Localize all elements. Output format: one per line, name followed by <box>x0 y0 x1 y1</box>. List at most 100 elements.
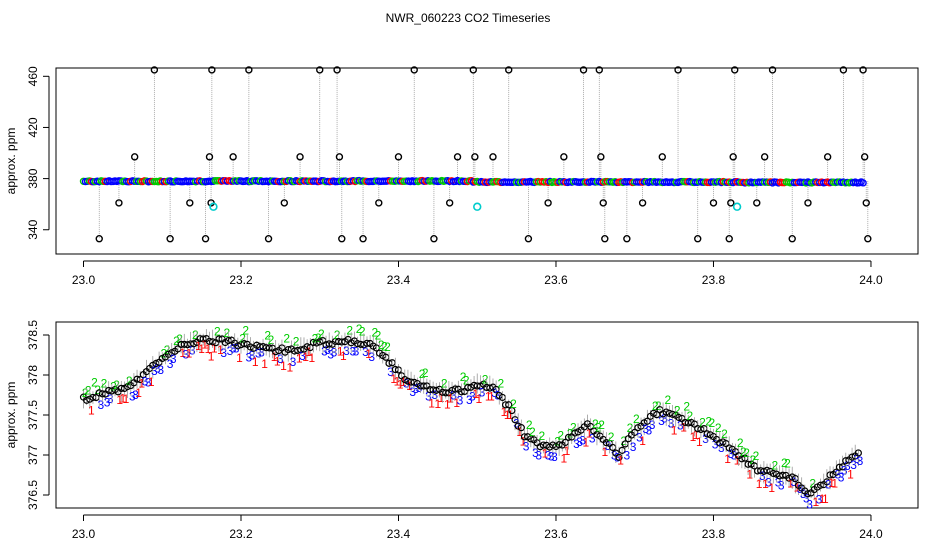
sample-marker: 1 <box>847 467 854 481</box>
sample-marker: 2 <box>173 334 180 348</box>
sample-marker: 3 <box>409 385 416 399</box>
sample-marker: 2 <box>567 426 574 440</box>
spike-point <box>410 66 418 74</box>
sample-marker: 3 <box>97 398 104 412</box>
sample-marker: 1 <box>516 425 523 439</box>
sample-marker: 1 <box>586 427 593 441</box>
sample-marker: 3 <box>170 352 177 366</box>
spike-point <box>150 66 159 74</box>
spike-point <box>804 199 812 207</box>
spike-point <box>694 235 702 243</box>
cyan-point <box>209 202 218 211</box>
sample-marker: 2 <box>422 366 429 380</box>
sample-marker: 1 <box>734 454 741 468</box>
sample-marker: 3 <box>349 345 356 359</box>
spike-point <box>788 235 796 243</box>
spike-point <box>453 153 462 161</box>
x-tick-label: 23.6 <box>544 273 568 287</box>
spike-point <box>95 235 103 243</box>
x-tick-label: 24.0 <box>859 527 883 540</box>
spike-point <box>335 153 344 161</box>
sample-marker: 3 <box>255 346 262 360</box>
sample-marker: 1 <box>211 341 218 355</box>
sample-marker: 2 <box>655 399 662 413</box>
y-tick-label: 420 <box>26 117 40 137</box>
sample-marker: 1 <box>819 492 826 506</box>
sample-marker: 3 <box>246 350 253 364</box>
sample-marker: 1 <box>296 352 303 366</box>
sample-marker: 2 <box>463 374 470 388</box>
sample-marker: 1 <box>274 354 281 368</box>
sample-marker: 1 <box>724 452 731 466</box>
sample-marker: 2 <box>652 399 659 413</box>
spike-point <box>338 235 346 243</box>
top-data-layer <box>79 66 872 243</box>
sample-marker: 3 <box>712 438 719 452</box>
spike-point <box>623 235 631 243</box>
sample-marker: 1 <box>438 391 445 405</box>
x-tick-label: 23.0 <box>72 527 96 540</box>
sample-marker: 3 <box>299 349 306 363</box>
spike-point <box>760 153 769 161</box>
sample-marker: 2 <box>809 476 816 490</box>
sample-marker: 1 <box>501 405 508 419</box>
sample-marker: 1 <box>444 398 451 412</box>
sample-marker: 3 <box>107 392 114 406</box>
top-x-axis: 23.0 23.2 23.4 23.6 23.8 24.0 <box>72 260 883 287</box>
sample-marker: 2 <box>160 347 167 361</box>
sample-marker: 2 <box>164 343 171 357</box>
sample-marker: 3 <box>412 382 419 396</box>
spike-point <box>430 235 438 243</box>
sample-marker: 1 <box>286 361 293 375</box>
sample-marker: 2 <box>460 370 467 384</box>
sample-marker: 2 <box>674 403 681 417</box>
sample-marker: 1 <box>271 350 278 364</box>
spike-point <box>229 153 237 161</box>
sample-marker: 1 <box>504 408 511 422</box>
sample-marker: 1 <box>813 495 820 509</box>
sample-marker: 2 <box>598 418 605 432</box>
sample-marker: 1 <box>639 434 646 448</box>
sample-marker: 1 <box>394 375 401 389</box>
mean-point <box>854 449 862 457</box>
sample-marker: 2 <box>113 378 120 392</box>
sample-marker: 3 <box>797 482 804 496</box>
sample-marker: 1 <box>305 345 312 359</box>
spike-point <box>115 199 123 207</box>
sample-marker: 1 <box>822 492 829 506</box>
sample-marker: 3 <box>806 497 813 511</box>
sample-marker: 2 <box>633 412 640 426</box>
sample-marker: 1 <box>201 338 208 352</box>
sample-marker: 2 <box>239 331 246 345</box>
sample-marker: 1 <box>428 396 435 410</box>
sample-marker: 1 <box>542 446 549 460</box>
sample-marker: 1 <box>406 379 413 393</box>
spike-point <box>280 199 289 207</box>
sample-marker: 2 <box>315 331 322 345</box>
sample-marker: 2 <box>334 328 341 342</box>
spike-point <box>727 199 735 207</box>
sample-marker: 2 <box>784 456 791 470</box>
bottom-x-axis: 23.0 23.2 23.4 23.6 23.8 24.0 <box>72 514 883 540</box>
sample-marker: 3 <box>614 450 621 464</box>
sample-marker: 3 <box>835 468 842 482</box>
spike-point <box>862 199 870 207</box>
sample-marker: 1 <box>236 351 243 365</box>
y-tick-label: 340 <box>26 219 40 239</box>
spike-point <box>359 235 367 243</box>
sample-marker: 3 <box>857 454 864 468</box>
spike-point <box>544 199 552 207</box>
spike-point <box>674 66 682 74</box>
sample-marker: 2 <box>126 374 133 388</box>
x-tick-label: 24.0 <box>859 273 883 287</box>
sample-marker: 2 <box>592 417 599 431</box>
sample-marker: 3 <box>249 349 256 363</box>
sample-marker: 1 <box>435 397 442 411</box>
sample-marker: 1 <box>828 476 835 490</box>
sample-marker: 2 <box>705 414 712 428</box>
sample-marker: 1 <box>217 343 224 357</box>
mean-point <box>517 424 525 432</box>
sample-marker: 2 <box>381 339 388 353</box>
sample-marker: 3 <box>778 479 785 493</box>
sample-marker: 3 <box>104 395 111 409</box>
